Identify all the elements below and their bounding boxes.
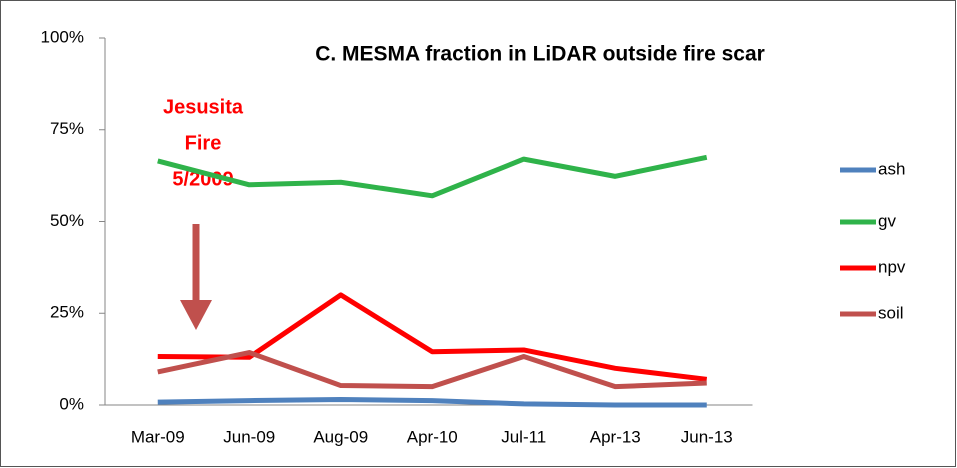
- y-tick-label: 50%: [50, 211, 84, 230]
- y-tick-label: 25%: [50, 303, 84, 322]
- x-tick-label: Jun-09: [223, 427, 275, 446]
- annotation: 5/2009: [172, 168, 233, 190]
- annotation: Jesusita: [163, 96, 244, 118]
- line-series: [157, 292, 708, 382]
- legend-label: soil: [878, 303, 904, 322]
- arrow-head: [180, 300, 212, 330]
- legend-label: npv: [878, 257, 906, 276]
- annotation: Fire: [185, 132, 222, 154]
- line-series: [157, 350, 707, 390]
- line-series: [157, 154, 708, 199]
- x-tick-label: Jul-11: [501, 427, 546, 446]
- line-series: [157, 396, 707, 408]
- y-tick-label: 100%: [41, 27, 84, 46]
- chart-title: C. MESMA fraction in LiDAR outside fire …: [315, 43, 765, 66]
- y-tick-label: 75%: [50, 119, 84, 138]
- x-tick-label: Aug-09: [313, 427, 368, 446]
- y-tick-label: 0%: [59, 394, 84, 413]
- legend-label: ash: [878, 159, 905, 178]
- x-tick-label: Jun-13: [681, 427, 733, 446]
- x-tick-label: Mar-09: [131, 427, 185, 446]
- x-tick-label: Apr-13: [590, 427, 641, 446]
- legend-label: gv: [878, 211, 896, 230]
- x-tick-label: Apr-10: [407, 427, 458, 446]
